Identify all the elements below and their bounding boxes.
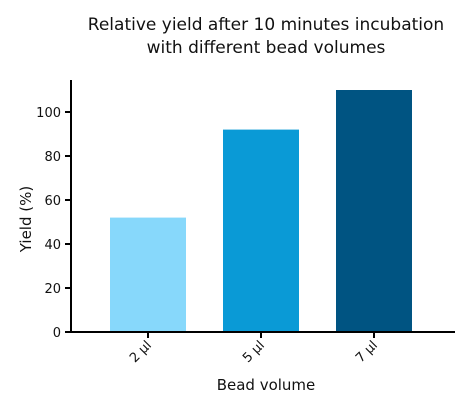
x-tick-label-1: 2 µl <box>127 338 155 366</box>
y-tick-label-0: 0 <box>53 326 61 341</box>
y-tick-label-40: 40 <box>44 238 61 253</box>
bar-3 <box>336 90 412 332</box>
y-tick-label-100: 100 <box>36 106 61 121</box>
x-axis-label: Bead volume <box>217 376 316 394</box>
x-tick-label-2: 5 µl <box>240 338 268 366</box>
y-tick-label-60: 60 <box>44 194 61 209</box>
y-axis-label: Yield (%) <box>17 186 35 253</box>
y-tick-label-80: 80 <box>44 150 61 165</box>
y-tick-label-20: 20 <box>44 282 61 297</box>
chart-title-line-2: with different bead volumes <box>147 38 386 58</box>
plot-area: 0 20 40 60 80 100 2 µl 5 µl 7 µl <box>36 80 455 366</box>
x-tick-label-3: 7 µl <box>353 338 381 366</box>
bar-1 <box>110 217 186 332</box>
chart-title-line-1: Relative yield after 10 minutes incubati… <box>88 15 444 35</box>
bar-2 <box>223 129 299 332</box>
